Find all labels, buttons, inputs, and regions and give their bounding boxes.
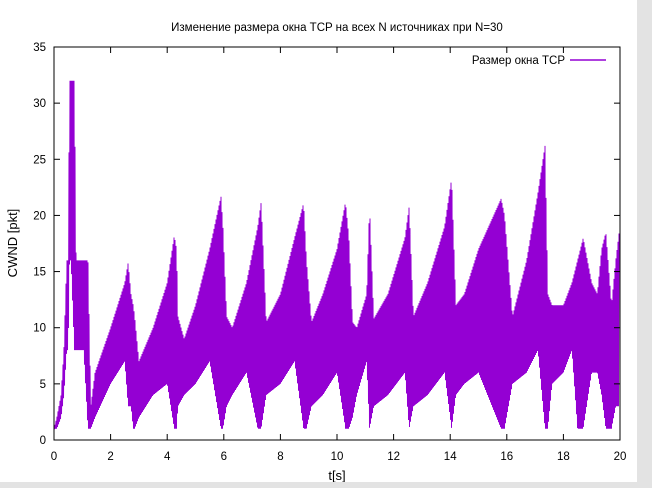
series-line-tcp-window — [54, 80, 620, 430]
y-tick-label: 5 — [40, 379, 46, 391]
y-tick-label: 0 — [40, 435, 46, 447]
x-tick-label: 0 — [51, 451, 57, 463]
x-tick-label: 10 — [331, 451, 344, 463]
x-tick-label: 16 — [500, 451, 513, 463]
x-axis: 0 2 4 6 8 10 12 14 16 18 20 — [51, 47, 627, 463]
chart-title: Изменение размера окна TCP на всех N ист… — [171, 22, 503, 34]
x-tick-label: 4 — [164, 451, 171, 463]
y-tick-label: 35 — [33, 42, 46, 54]
legend-label: Размер окна TCP — [472, 55, 565, 67]
y-tick-label: 20 — [33, 210, 46, 222]
x-tick-label: 20 — [614, 451, 627, 463]
x-tick-label: 2 — [107, 451, 113, 463]
x-tick-label: 14 — [444, 451, 457, 463]
window-edge-bottom — [0, 482, 652, 488]
y-tick-label: 15 — [33, 267, 46, 279]
y-tick-label: 30 — [33, 98, 46, 110]
y-axis-label: CWND [pkt] — [5, 209, 20, 278]
y-tick-label: 25 — [33, 154, 46, 166]
x-tick-label: 6 — [221, 451, 227, 463]
x-tick-label: 12 — [387, 451, 400, 463]
window-edge-right — [637, 0, 652, 488]
x-tick-label: 18 — [557, 451, 570, 463]
series-trace — [54, 80, 620, 430]
x-tick-label: 8 — [277, 451, 283, 463]
y-tick-label: 10 — [33, 323, 46, 335]
y-axis: 0 5 10 15 20 25 30 35 — [33, 42, 620, 447]
legend: Размер окна TCP — [472, 55, 606, 67]
x-axis-label: t[s] — [328, 468, 345, 483]
